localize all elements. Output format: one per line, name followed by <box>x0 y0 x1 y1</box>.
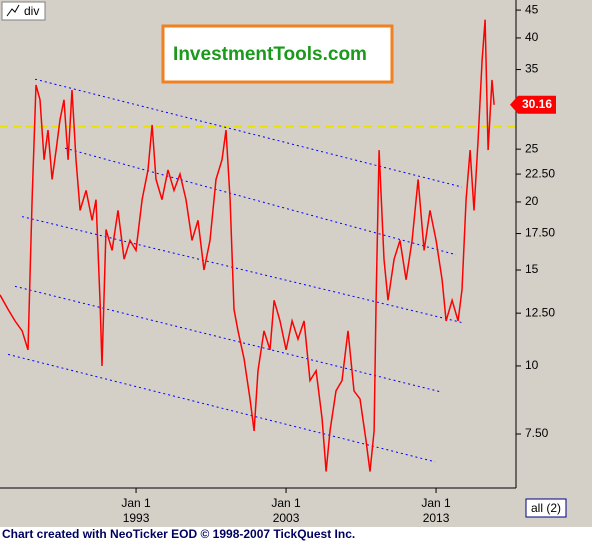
y-tick-label: 20 <box>525 194 539 208</box>
legend-label: div <box>24 4 39 18</box>
x-tick-label: Jan 1 1993 <box>121 496 151 525</box>
y-tick-label: 25 <box>525 141 539 155</box>
y-tick-label: 10 <box>525 358 539 372</box>
y-tick-label: 22.50 <box>525 166 555 180</box>
footer: Chart created with NeoTicker EOD © 1998-… <box>2 527 355 541</box>
x-tick-label: Jan 1 2003 <box>271 496 301 525</box>
y-tick-label: 17.50 <box>525 226 555 240</box>
price-line <box>0 19 495 472</box>
range-button-label[interactable]: all (2) <box>531 501 561 515</box>
y-tick-label: 35 <box>525 62 539 76</box>
legend-box <box>1 1 46 21</box>
legend-icon <box>6 4 20 17</box>
trend-line <box>21 216 464 324</box>
y-tick-label: 12.50 <box>525 305 555 319</box>
x-tick-label: Jan 1 2013 <box>421 496 451 525</box>
watermark-box <box>161 24 394 84</box>
trend-line <box>14 285 442 393</box>
range-button[interactable] <box>525 498 567 518</box>
y-tick-label: 15 <box>525 262 539 276</box>
watermark: InvestmentTools.com <box>173 44 367 65</box>
last-value-box <box>510 95 556 114</box>
plot <box>0 19 516 472</box>
last-value-label: 30.16 <box>522 97 552 111</box>
trend-line <box>34 78 463 188</box>
trend-line <box>7 353 436 463</box>
y-tick-label: 7.50 <box>525 426 549 440</box>
y-tick-label: 40 <box>525 30 539 44</box>
y-tick-label: 45 <box>525 2 539 16</box>
